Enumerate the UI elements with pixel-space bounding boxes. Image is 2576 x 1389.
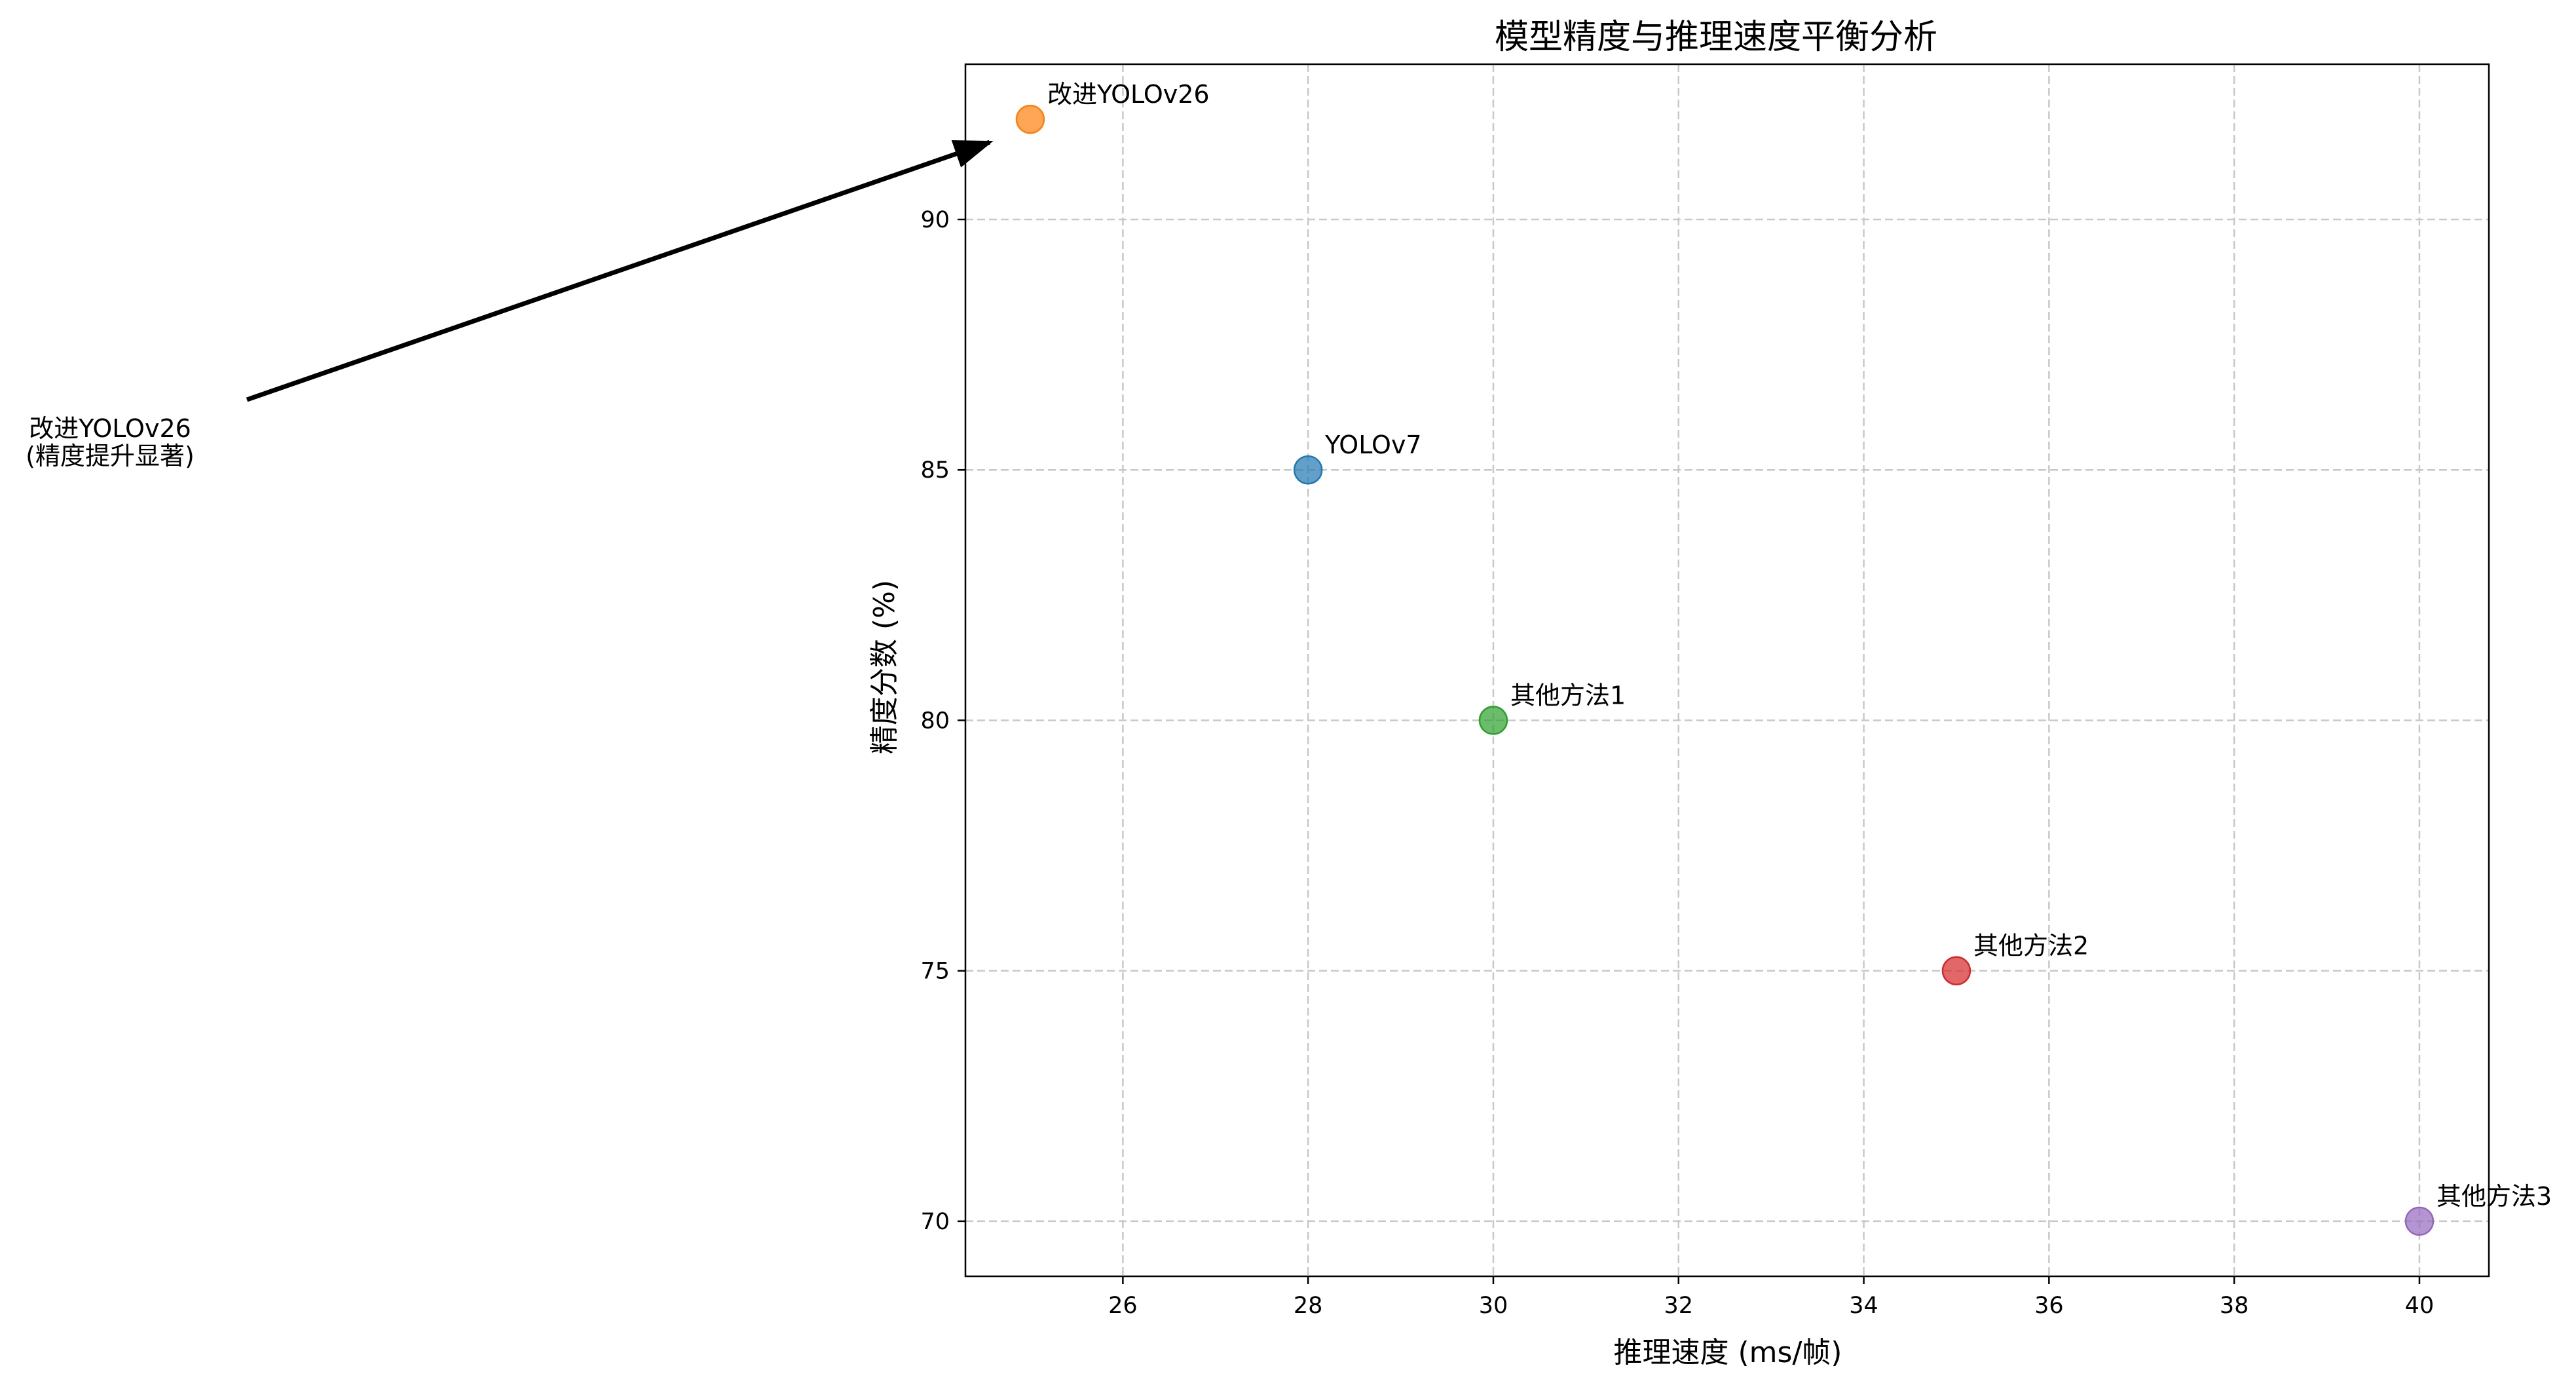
point-label: YOLOv7 — [1324, 430, 1421, 459]
data-point — [1941, 956, 1971, 985]
annotation: 改进YOLOv26(精度提升显著) — [26, 140, 994, 470]
data-point — [2404, 1206, 2435, 1236]
x-tick-label: 34 — [1849, 1293, 1878, 1319]
y-tick-label: 70 — [920, 1209, 950, 1235]
annotation-text-line: (精度提升显著) — [26, 442, 195, 470]
x-axis-label: 推理速度 (ms/帧) — [1614, 1336, 1842, 1369]
y-tick-label: 80 — [920, 708, 950, 734]
plot-border — [964, 63, 2490, 1278]
point-label: 其他方法2 — [1973, 932, 2089, 961]
y-axis-label: 精度分数 (%) — [868, 580, 901, 754]
data-point — [1293, 455, 1323, 485]
plot-frame — [964, 63, 2490, 1278]
data-points: YOLOv7 改进YOLOv26 其他方法1 其他方法2 其他方法3 — [1015, 80, 2552, 1236]
axis-ticks: 26 28 30 32 34 36 38 40 70 75 80 85 90 — [920, 207, 2434, 1319]
grid-lines — [965, 64, 2489, 1276]
data-point — [1015, 104, 1045, 134]
x-tick-label: 38 — [2220, 1293, 2249, 1319]
point-label: 其他方法1 — [1510, 681, 1626, 710]
chart-title: 模型精度与推理速度平衡分析 — [1495, 18, 1937, 57]
x-tick-label: 32 — [1664, 1293, 1693, 1319]
x-tick-label: 28 — [1294, 1293, 1323, 1319]
point-label: 改进YOLOv26 — [1047, 80, 1210, 109]
x-tick-label: 30 — [1479, 1293, 1508, 1319]
annotation-text-line: 改进YOLOv26 — [29, 414, 191, 443]
x-tick-label: 40 — [2405, 1293, 2435, 1319]
data-point — [1478, 706, 1508, 735]
y-tick-label: 75 — [920, 959, 950, 985]
annotation-arrow — [246, 140, 994, 402]
x-tick-label: 26 — [1108, 1293, 1138, 1319]
point-label: 其他方法3 — [2436, 1182, 2552, 1211]
y-tick-label: 90 — [920, 207, 950, 233]
x-tick-label: 36 — [2034, 1293, 2064, 1319]
y-tick-label: 85 — [920, 457, 950, 484]
